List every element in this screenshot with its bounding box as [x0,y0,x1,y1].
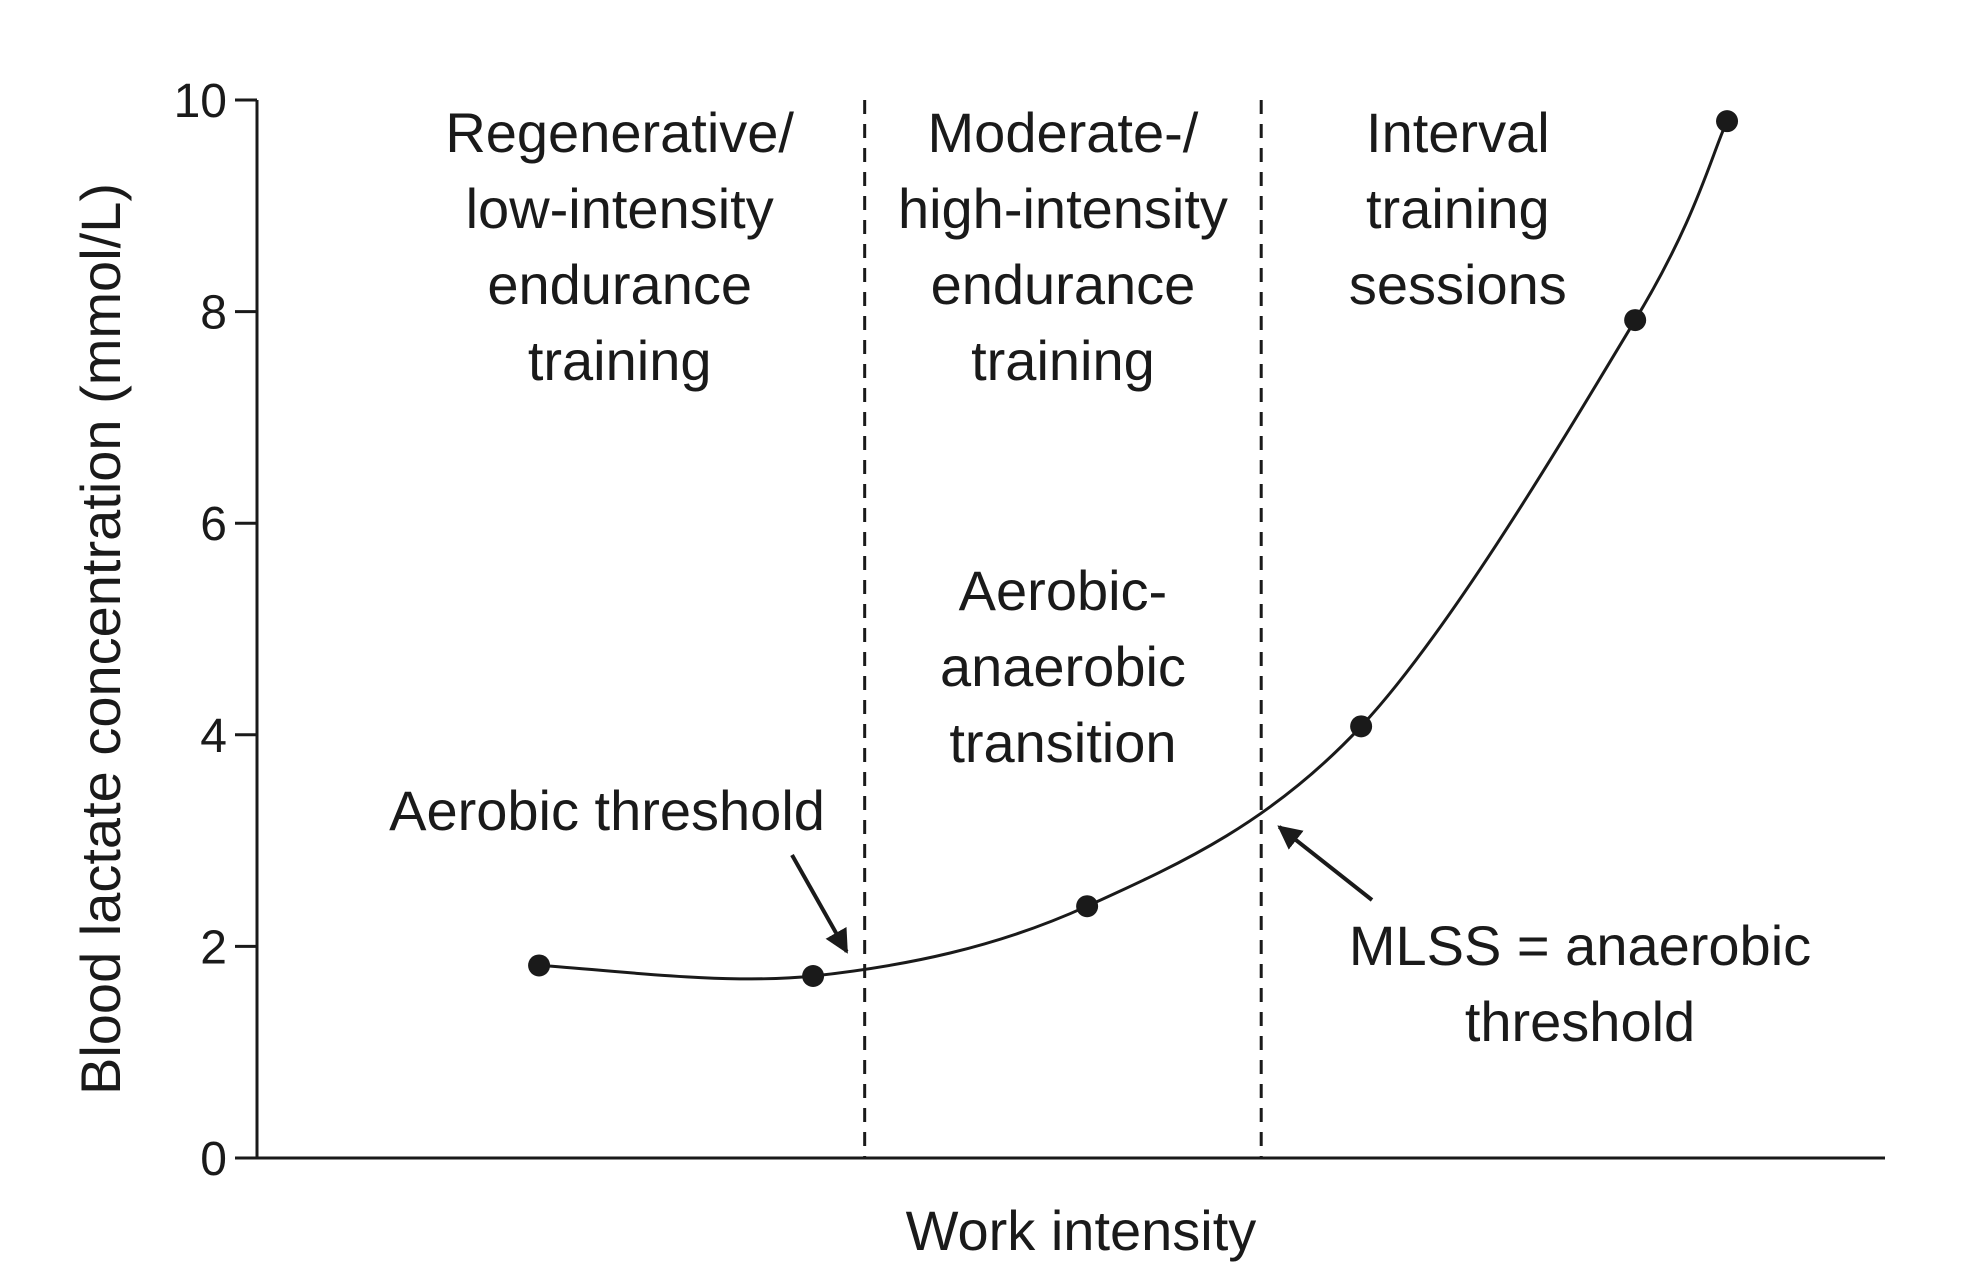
y-tick-label: 0 [200,1133,227,1186]
mlss-annotation: MLSS = anaerobic threshold [1277,825,1811,1053]
y-tick-label: 8 [200,287,227,340]
x-axis-title: Work intensity [906,1199,1257,1262]
aerobic-threshold-annotation: Aerobic threshold [389,779,849,954]
data-point-6 [1716,110,1739,133]
zone-2-line-1: Moderate-/ [928,101,1199,164]
y-tick-label: 6 [200,498,227,551]
zone-1-line-3: endurance [487,253,752,316]
zone-label-3: Interval training sessions [1349,101,1567,316]
zone-labels: Regenerative/low-intensity endurance train… [445,101,1566,392]
mlss-line-1: MLSS = anaerobic [1349,914,1811,977]
mlss-line-2: threshold [1465,990,1695,1053]
zone-2-line-4: training [971,329,1155,392]
annotations: Aerobic threshold MLSS = anaerobic thresho… [389,779,1811,1053]
zone-1-line-2: low-intensity [466,177,774,240]
zone-3-line-1: Interval [1366,101,1550,164]
zone-dividers [863,100,1263,1158]
zone-label-1: Regenerative/low-intensity endurance train… [445,101,794,392]
transition-line-3: transition [949,711,1176,774]
transition-label: Aerobic-anaerobic transition [940,559,1186,774]
transition-line-1: Aerobic- [959,559,1168,622]
aerobic-threshold-line-1: Aerobic threshold [389,779,825,842]
data-point-1 [528,954,551,977]
zone-3-line-2: training [1366,177,1550,240]
data-point-4 [1350,715,1373,738]
y-tick-label: 4 [200,710,227,763]
y-axis: 0 2 4 6 8 10 [174,75,259,1186]
zone-2-line-3: endurance [931,253,1196,316]
zone-label-2: Moderate-/ high-intensity endurance trainin… [898,101,1228,392]
y-tick-label: 10 [174,75,227,128]
aerobic-threshold-arrow [790,854,849,954]
lactate-curve [539,120,1729,981]
transition-line-2: anaerobic [940,635,1186,698]
y-axis-title: Blood lactate concentration (mmol/L) [69,183,132,1095]
data-points [528,110,1739,988]
zone-3-line-3: sessions [1349,253,1567,316]
zone-1-line-4: training [528,329,712,392]
y-tick-label: 2 [200,921,227,974]
data-point-5 [1624,309,1647,332]
y-ticks: 0 2 4 6 8 10 [174,75,257,1186]
zone-1-line-1: Regenerative/ [445,101,794,164]
zone-2-line-2: high-intensity [898,177,1228,240]
mlss-arrow [1277,825,1374,902]
data-point-3 [1076,895,1099,918]
data-point-2 [802,965,825,988]
